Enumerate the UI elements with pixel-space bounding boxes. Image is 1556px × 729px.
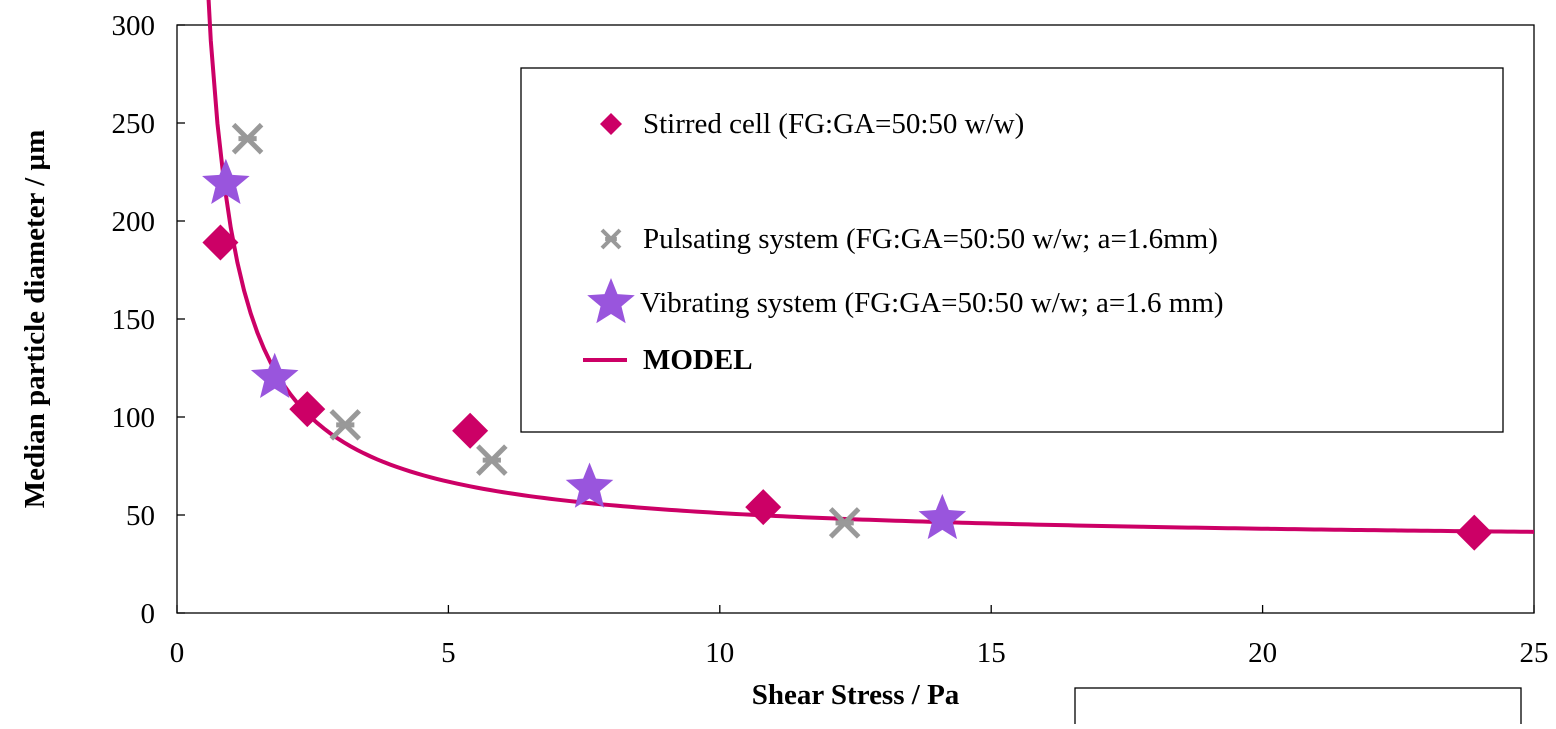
legend-diamond-icon bbox=[600, 113, 622, 135]
x-tick-label: 5 bbox=[441, 637, 456, 669]
y-tick-label: 300 bbox=[112, 10, 156, 42]
vibrating-point bbox=[202, 158, 250, 204]
stirred-cell-point bbox=[745, 489, 782, 526]
vibrating-point bbox=[565, 462, 614, 508]
stirred-cell-point bbox=[452, 412, 489, 449]
vibrating-point bbox=[250, 352, 299, 399]
x-tick-label: 0 bbox=[170, 637, 185, 669]
model-curve bbox=[206, 0, 1535, 534]
legend-label: Vibrating system (FG:GA=50:50 w/w; a=1.6… bbox=[640, 287, 1224, 319]
y-tick-label: 100 bbox=[112, 402, 156, 434]
legend-star-icon bbox=[587, 278, 635, 324]
x-tick-label: 25 bbox=[1520, 637, 1549, 669]
stirred-cell-point bbox=[289, 391, 326, 428]
x-tick-label: 20 bbox=[1248, 637, 1277, 669]
y-tick-label: 50 bbox=[126, 500, 155, 532]
legend-label: Pulsating system (FG:GA=50:50 w/w; a=1.6… bbox=[643, 223, 1218, 255]
stirred-cell-point bbox=[202, 224, 239, 261]
legend-label: MODEL bbox=[643, 344, 753, 376]
annotation-box bbox=[1074, 687, 1522, 729]
pulsating-point bbox=[231, 122, 264, 155]
legend-box bbox=[520, 67, 1504, 433]
legend-label: Stirred cell (FG:GA=50:50 w/w) bbox=[643, 108, 1024, 140]
pulsating-point bbox=[329, 409, 362, 441]
x-tick-label: 15 bbox=[977, 637, 1006, 669]
x-tick-label: 10 bbox=[705, 637, 734, 669]
y-axis-title: Median particle diameter / µm bbox=[19, 130, 51, 509]
y-tick-label: 150 bbox=[112, 304, 156, 336]
y-tick-label: 200 bbox=[112, 206, 156, 238]
pulsating-point bbox=[476, 444, 508, 476]
x-axis-title: Shear Stress / Pa bbox=[752, 679, 960, 711]
y-tick-label: 0 bbox=[141, 598, 156, 630]
pulsating-point bbox=[828, 507, 861, 539]
stirred-cell-point bbox=[1456, 514, 1493, 551]
vibrating-point bbox=[918, 493, 967, 540]
legend-asterisk-icon bbox=[600, 228, 622, 250]
y-tick-label: 250 bbox=[112, 108, 156, 140]
